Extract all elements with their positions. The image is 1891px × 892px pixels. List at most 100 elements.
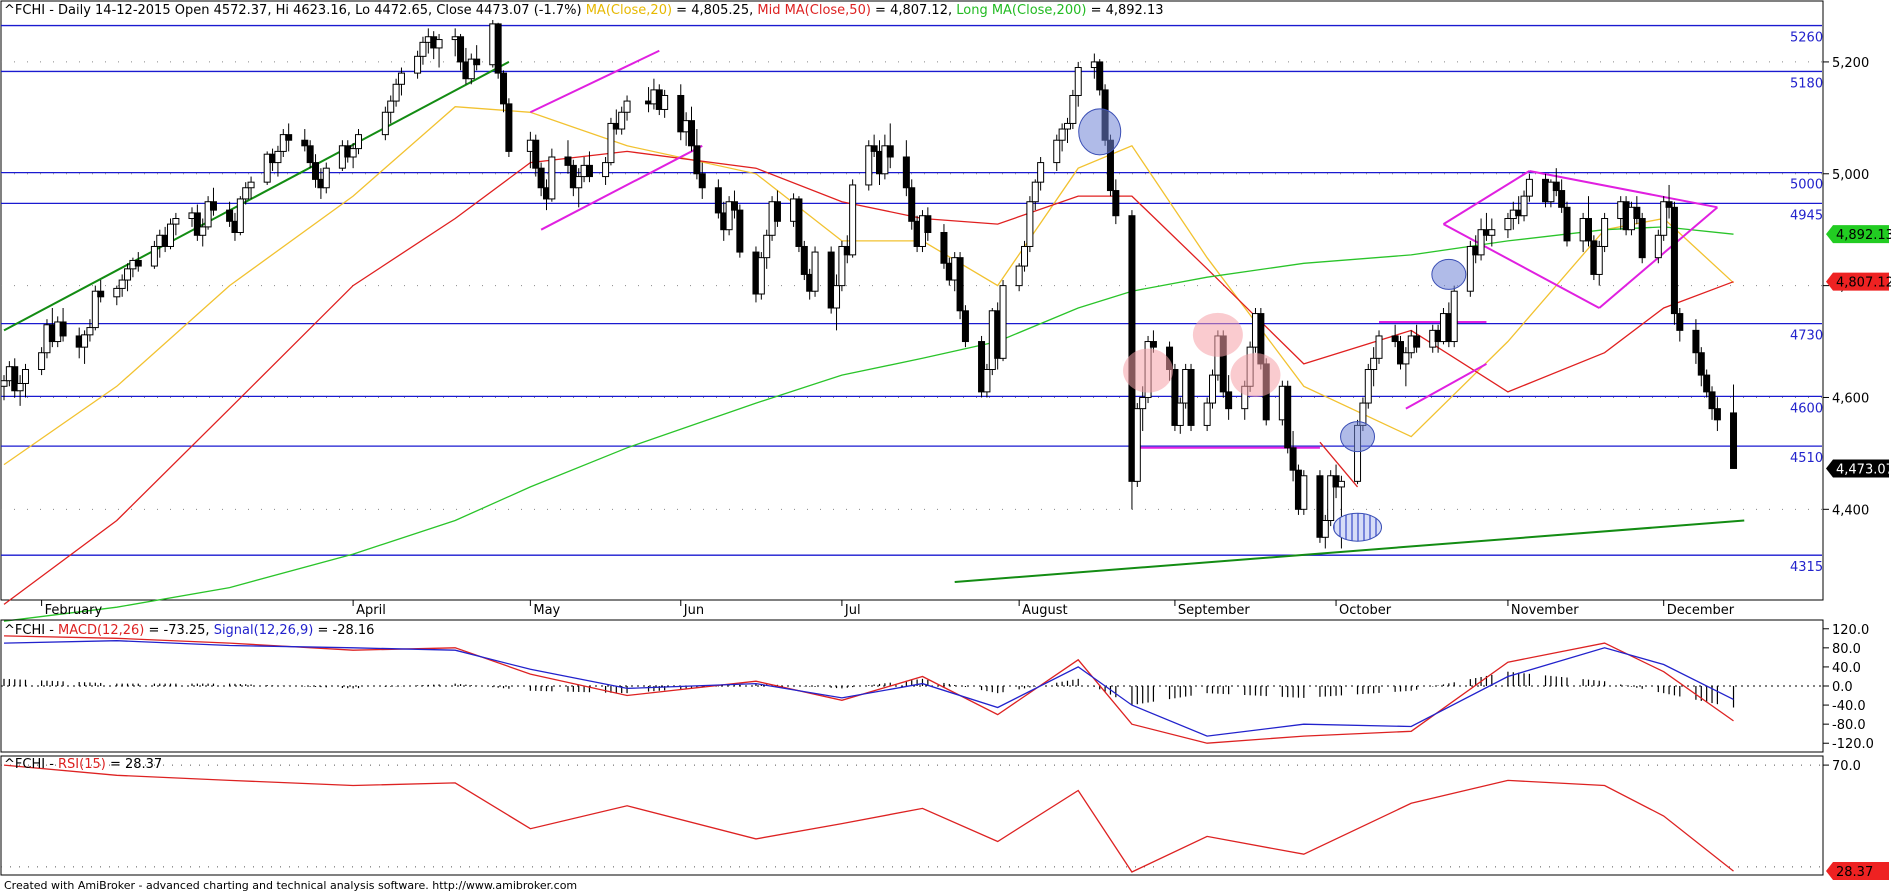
candle-body-221: [1692, 329, 1700, 354]
rsi-line-0: [3, 764, 1734, 873]
footer-credit: Created with AmiBroker - advanced charti…: [4, 879, 577, 892]
candle-body-26: [193, 212, 201, 236]
candle-body-0: [0, 380, 8, 387]
candle-body-44: [322, 167, 330, 189]
value-badge-label-2: 4,473.07: [1836, 462, 1891, 477]
level-label-5260: 5260: [1790, 31, 1823, 46]
candle-body-190: [1450, 290, 1458, 343]
rsi-plot: [1, 764, 1822, 873]
macd-tick-label-0: 120.0: [1832, 623, 1869, 638]
candle-body-41: [306, 145, 314, 164]
candle-body-179: [1370, 357, 1378, 371]
candle-body-156: [1203, 402, 1211, 426]
macd-tick-label-3: 0.0: [1832, 680, 1853, 695]
candle-body-85: [661, 94, 669, 110]
candle-body-195: [1488, 229, 1496, 236]
date-label-3: Jun: [683, 603, 704, 618]
date-label-4: Jul: [844, 603, 861, 618]
candle-body-52: [397, 72, 405, 85]
macd-tick-label-1: 80.0: [1832, 642, 1861, 657]
candle-body-170: [1300, 475, 1308, 510]
candle-body-136: [1053, 139, 1061, 164]
price-tick-label-1: 5,000: [1832, 168, 1869, 183]
title-segment-2: = 4,805.25,: [672, 3, 757, 18]
candle-body-142: [1096, 61, 1104, 91]
macd-plot: [1, 635, 1822, 744]
price-pane: 5260 5180 5000 4945 4730 4600 4510 4315 5,200 5,…: [0, 0, 1891, 622]
blue-highlight-0: [1078, 108, 1122, 156]
candle-body-97: [757, 257, 765, 295]
candle-body-132: [1021, 245, 1029, 267]
title-segment-3: Signal(12,26,9): [214, 623, 314, 638]
macd-tick-label-6: -120.0: [1832, 737, 1874, 752]
candle-body-171: [1316, 475, 1324, 538]
candle-body-200: [1525, 178, 1533, 197]
candle-body-223: [1703, 374, 1711, 393]
candle-body-29: [209, 201, 217, 211]
candle-body-5: [38, 352, 46, 371]
candle-body-47: [349, 148, 357, 158]
date-x-axis: February April May Jun Jul August September Oct…: [41, 600, 1735, 618]
candle-body-155: [1187, 369, 1195, 426]
candle-body-34: [247, 181, 255, 189]
candle-body-140: [1074, 67, 1082, 96]
date-label-5: August: [1022, 603, 1068, 618]
candle-body-93: [725, 201, 733, 231]
candle-body-17: [124, 268, 132, 281]
candle-body-14: [97, 290, 105, 298]
candle-body-12: [86, 327, 94, 336]
title-segment-6: = 4,892.13: [1086, 3, 1163, 18]
level-label-4600: 4600: [1790, 401, 1823, 416]
candle-body-3: [16, 382, 24, 392]
candle-body-116: [902, 156, 910, 189]
title-segment-2: = -73.25,: [144, 623, 213, 638]
candle-body-48: [354, 134, 362, 150]
candle-body-178: [1364, 369, 1372, 404]
candle-body-24: [172, 218, 180, 225]
candle-body-23: [167, 223, 175, 247]
macd-pane-title: ^FCHI - MACD(12,26) = -73.25, Signal(12,…: [4, 623, 374, 638]
candle-body-59: [457, 36, 465, 63]
candle-body-61: [467, 58, 475, 80]
macd-pane: 120.0 80.0 40.0 0.0 -40.0 -80.0 -120.0 ^FCHI -…: [0, 619, 1874, 753]
candle-body-167: [1284, 385, 1292, 449]
pink-highlight-0: [1123, 348, 1174, 393]
candle-body-27: [199, 226, 207, 236]
candle-body-37: [274, 150, 282, 164]
candle-body-112: [870, 145, 878, 152]
candle-body-94: [730, 201, 738, 211]
candle-body-65: [500, 72, 508, 105]
candle-body-32: [236, 198, 244, 233]
candle-body-153: [1176, 402, 1184, 426]
candle-body-108: [838, 245, 846, 287]
candle-body-135: [1037, 162, 1045, 183]
candle-body-78: [607, 122, 615, 164]
candle-body-147: [1133, 408, 1141, 482]
candle-body-225: [1713, 408, 1721, 421]
candle-body-89: [693, 145, 701, 175]
macd-tick-label-2: 40.0: [1832, 661, 1861, 676]
candle-body-28: [204, 201, 212, 228]
value-badge-label-1: 4,807.12: [1836, 276, 1891, 291]
candle-body-111: [865, 145, 873, 186]
title-segment-4: = 4,807.12,: [871, 3, 956, 18]
candle-body-86: [677, 94, 685, 133]
date-label-9: December: [1667, 603, 1735, 618]
level-label-4510: 4510: [1790, 451, 1823, 466]
rsi-y-axis: 70.0 28.37: [1822, 756, 1889, 881]
candle-body-226: [1730, 412, 1738, 469]
candle-body-38: [279, 134, 287, 152]
blue-highlight-2: [1431, 258, 1467, 290]
candle-body-210: [1601, 218, 1609, 247]
macd-tick-label-5: -80.0: [1832, 718, 1866, 733]
magenta-line-1: [540, 144, 703, 231]
title-segment-3: Mid MA(Close,50): [757, 3, 871, 18]
candle-body-107: [833, 285, 841, 309]
candle-body-219: [1670, 206, 1678, 315]
candle-body-100: [773, 201, 781, 222]
rsi-tick-label-0: 70.0: [1832, 759, 1861, 774]
candle-body-77: [602, 162, 610, 178]
blue-highlight-1: [1340, 421, 1376, 453]
title-segment-5: Long MA(Close,200): [956, 3, 1086, 18]
